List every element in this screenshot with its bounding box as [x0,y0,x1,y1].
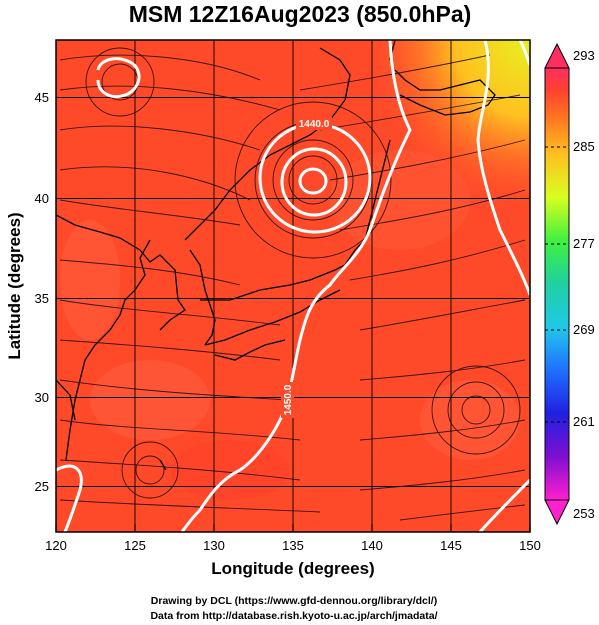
colorbar-tick-label: 253 [573,506,595,521]
y-tick-label: 40 [35,191,49,206]
colorbar-tick-label: 285 [573,139,595,154]
grid-lines [56,40,530,532]
colorbar-tick-label: 277 [573,236,595,251]
y-tick-label: 25 [35,479,49,494]
x-tick-label: 130 [203,538,225,553]
x-tick-label: 150 [519,538,541,553]
plot-area: 1440.0 1450.0 [56,40,530,532]
contour-label-1450: 1450.0 [283,384,294,415]
contour-label-1440: 1440.0 [299,119,330,130]
colorbar-tick-label: 293 [573,48,595,63]
colorbar-tick-label: 269 [573,322,595,337]
x-tick-label: 120 [45,538,67,553]
colorbar-gradient [544,67,570,501]
x-axis-ticks [55,524,531,532]
y-tick-label: 35 [35,291,49,306]
x-tick-label: 145 [440,538,462,553]
x-axis-tick-labels: 120 125 130 135 140 145 150 [45,538,541,553]
colorbar: 293 285 277 269 261 253 [544,42,595,526]
x-axis-label: Longitude (degrees) [211,559,374,578]
credit-drawing: Drawing by DCL (https://www.gfd-dennou.o… [151,595,437,607]
contour-labels: 1440.0 1450.0 [281,117,332,418]
y-axis-label: Latitude (degrees) [5,212,24,359]
credit-data: Data from http://database.rish.kyoto-u.a… [150,610,437,622]
chart-title: MSM 12Z16Aug2023 (850.0hPa) [129,1,472,27]
wind-streamlines [59,47,526,521]
colorbar-top-triangle [544,42,570,69]
colorbar-bottom-triangle [544,499,570,526]
colorbar-tick-label: 261 [573,414,595,429]
colorbar-ticks [545,67,569,501]
temperature-patches [60,150,520,500]
x-tick-label: 140 [361,538,383,553]
y-tick-label: 30 [35,390,49,405]
x-tick-label: 135 [282,538,304,553]
x-tick-label: 125 [124,538,146,553]
y-tick-label: 45 [35,90,49,105]
y-axis-tick-labels: 25 30 35 40 45 [35,90,49,494]
